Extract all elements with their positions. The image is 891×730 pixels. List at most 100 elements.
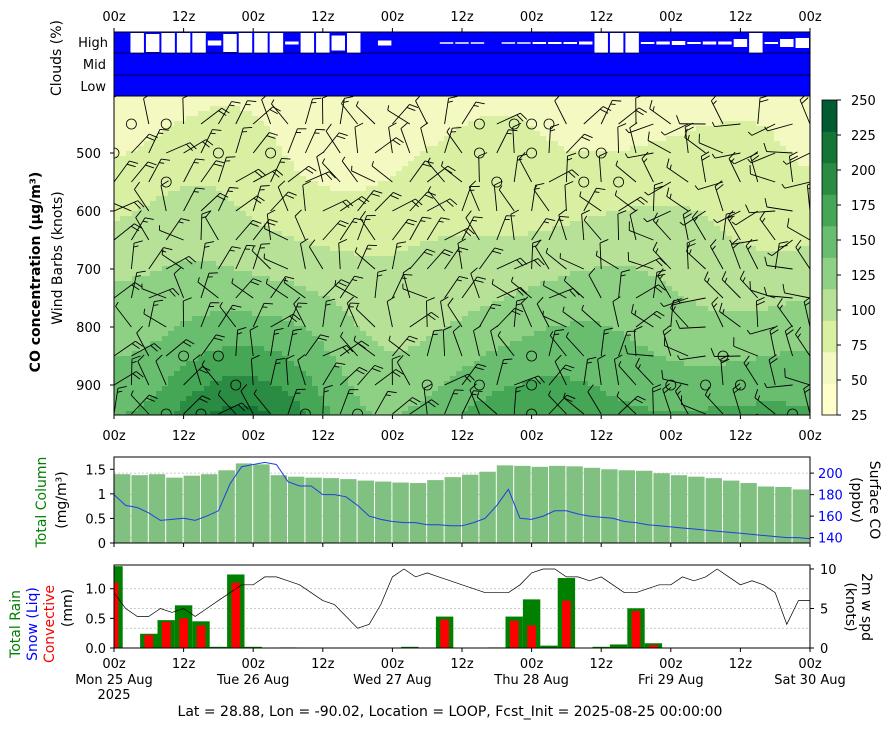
co-cell <box>576 221 583 227</box>
co-cell <box>204 211 211 217</box>
co-cell <box>288 176 295 182</box>
co-cell <box>354 396 361 402</box>
co-cell <box>198 261 205 267</box>
co-cell <box>264 186 271 192</box>
co-cell <box>234 391 241 397</box>
co-cell <box>510 316 517 322</box>
co-cell <box>216 291 223 297</box>
co-cell <box>540 291 547 297</box>
co-cell <box>318 136 325 142</box>
co-cell <box>312 391 319 397</box>
co-cell <box>348 196 355 202</box>
co-cell <box>450 156 457 162</box>
co-cell <box>222 171 229 177</box>
co-cell <box>570 401 577 407</box>
co-cell <box>522 321 529 327</box>
co-cell <box>270 161 277 167</box>
co-cell <box>138 331 145 337</box>
co-cell <box>312 196 319 202</box>
co-cell <box>540 236 547 242</box>
co-cell <box>300 346 307 352</box>
co-cell <box>516 266 523 272</box>
co-cell <box>378 191 385 197</box>
co-cell <box>498 281 505 287</box>
co-cell <box>138 276 145 282</box>
co-cell <box>570 366 577 372</box>
co-cell <box>570 196 577 202</box>
co-cell <box>414 356 421 362</box>
co-cell <box>390 366 397 372</box>
co-cell <box>438 386 445 392</box>
co-cell <box>534 276 541 282</box>
co-cell <box>120 216 127 222</box>
co-cell <box>282 326 289 332</box>
co-cell <box>522 326 529 332</box>
co-cell <box>492 271 499 277</box>
co-cell <box>456 291 463 297</box>
co-cell <box>582 116 589 122</box>
co-cell <box>414 396 421 402</box>
co-cell <box>282 196 289 202</box>
co-cell <box>528 96 535 102</box>
co-cell <box>330 291 337 297</box>
co-cell <box>438 126 445 132</box>
co-cell <box>114 151 121 157</box>
co-cell <box>144 411 151 415</box>
co-cell <box>216 111 223 117</box>
co-cell <box>342 371 349 377</box>
co-cell <box>516 166 523 172</box>
co-cell <box>522 171 529 177</box>
co-cell <box>168 271 175 277</box>
co-cell <box>456 361 463 367</box>
co-cell <box>360 391 367 397</box>
co-cell <box>450 266 457 272</box>
co-cell <box>240 161 247 167</box>
co-cell <box>192 141 199 147</box>
co-cell <box>216 101 223 107</box>
co-cell <box>390 231 397 237</box>
co-cell <box>402 226 409 232</box>
co-cell <box>570 176 577 182</box>
co-cell <box>234 406 241 412</box>
co-cell <box>576 396 583 402</box>
co-cell <box>522 346 529 352</box>
co-cell <box>270 266 277 272</box>
co-cell <box>552 396 559 402</box>
co-cell <box>156 411 163 415</box>
co-cell <box>204 346 211 352</box>
co-cell <box>366 96 373 102</box>
co-cell <box>420 131 427 137</box>
co-cell <box>336 141 343 147</box>
co-cell <box>558 386 565 392</box>
co-cell <box>576 391 583 397</box>
co-cell <box>234 211 241 217</box>
co-cell <box>510 376 517 382</box>
co-cell <box>144 246 151 252</box>
co-cell <box>288 246 295 252</box>
co-cell <box>204 191 211 197</box>
co-cell <box>300 306 307 312</box>
co-cell <box>390 311 397 317</box>
co-cell <box>126 326 133 332</box>
co-cell <box>540 116 547 122</box>
co-cell <box>360 106 367 112</box>
co-cell <box>318 146 325 152</box>
co-cell <box>330 176 337 182</box>
co-cell <box>474 211 481 217</box>
co-cell <box>318 256 325 262</box>
co-cell <box>414 401 421 407</box>
co-cell <box>348 181 355 187</box>
co-cell <box>474 261 481 267</box>
co-cell <box>468 226 475 232</box>
co-cell <box>252 356 259 362</box>
co-cell <box>120 351 127 357</box>
co-cell <box>156 376 163 382</box>
co-cell <box>306 376 313 382</box>
co-cell <box>288 191 295 197</box>
co-cell <box>534 221 541 227</box>
co-cell <box>444 231 451 237</box>
co-cell <box>282 111 289 117</box>
co-cell <box>540 106 547 112</box>
co-cell <box>240 246 247 252</box>
co-cell <box>216 96 223 102</box>
